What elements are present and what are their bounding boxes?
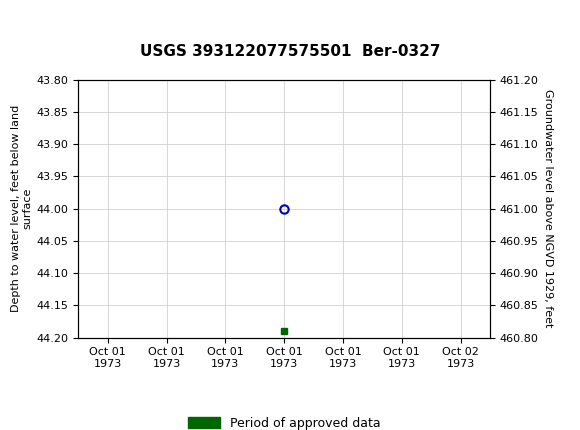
Y-axis label: Depth to water level, feet below land
surface: Depth to water level, feet below land su… <box>11 105 32 312</box>
Text: USGS: USGS <box>41 10 100 30</box>
Y-axis label: Groundwater level above NGVD 1929, feet: Groundwater level above NGVD 1929, feet <box>542 89 553 328</box>
Text: ≋: ≋ <box>9 10 27 30</box>
Legend: Period of approved data: Period of approved data <box>183 412 385 430</box>
Text: USGS 393122077575501  Ber-0327: USGS 393122077575501 Ber-0327 <box>140 44 440 59</box>
